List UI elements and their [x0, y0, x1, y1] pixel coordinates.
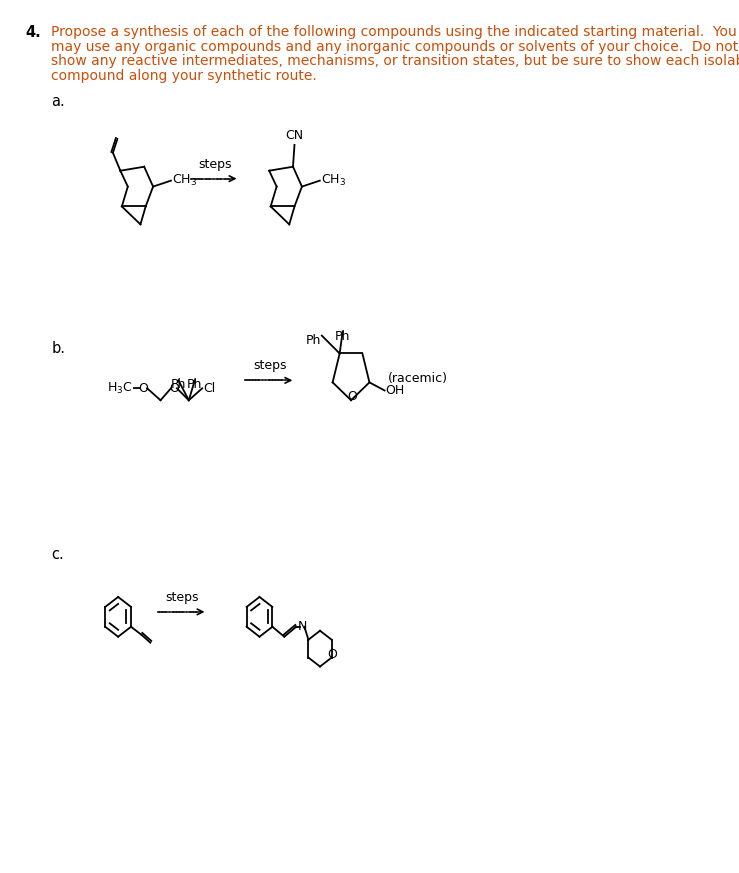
- Text: $\mathregular{CH_3}$: $\mathregular{CH_3}$: [171, 173, 197, 189]
- Text: $\mathregular{CH_3}$: $\mathregular{CH_3}$: [321, 173, 346, 189]
- Text: Ph: Ph: [335, 330, 350, 342]
- Text: steps: steps: [166, 591, 200, 604]
- Text: c.: c.: [51, 547, 64, 562]
- Text: O: O: [347, 390, 357, 403]
- Text: steps: steps: [199, 158, 232, 171]
- Text: H$_3$C: H$_3$C: [107, 381, 133, 395]
- Text: may use any organic compounds and any inorganic compounds or solvents of your ch: may use any organic compounds and any in…: [51, 39, 738, 53]
- Text: (racemic): (racemic): [388, 373, 449, 385]
- Text: CN: CN: [285, 129, 304, 142]
- Text: O: O: [327, 648, 337, 661]
- Text: b.: b.: [51, 340, 65, 355]
- Text: compound along your synthetic route.: compound along your synthetic route.: [51, 69, 317, 83]
- Text: Ph: Ph: [306, 333, 321, 347]
- Text: Cl: Cl: [204, 382, 216, 395]
- Text: N: N: [298, 621, 307, 633]
- Text: OH: OH: [385, 384, 405, 397]
- Text: Propose a synthesis of each of the following compounds using the indicated start: Propose a synthesis of each of the follo…: [51, 24, 737, 38]
- Text: O: O: [169, 382, 179, 395]
- Text: 4.: 4.: [25, 24, 41, 39]
- Text: a.: a.: [51, 94, 65, 109]
- Text: O: O: [138, 382, 149, 395]
- Text: Ph: Ph: [171, 378, 186, 391]
- Text: steps: steps: [253, 360, 287, 373]
- Text: Ph: Ph: [187, 378, 202, 391]
- Text: show any reactive intermediates, mechanisms, or transition states, but be sure t: show any reactive intermediates, mechani…: [51, 54, 739, 68]
